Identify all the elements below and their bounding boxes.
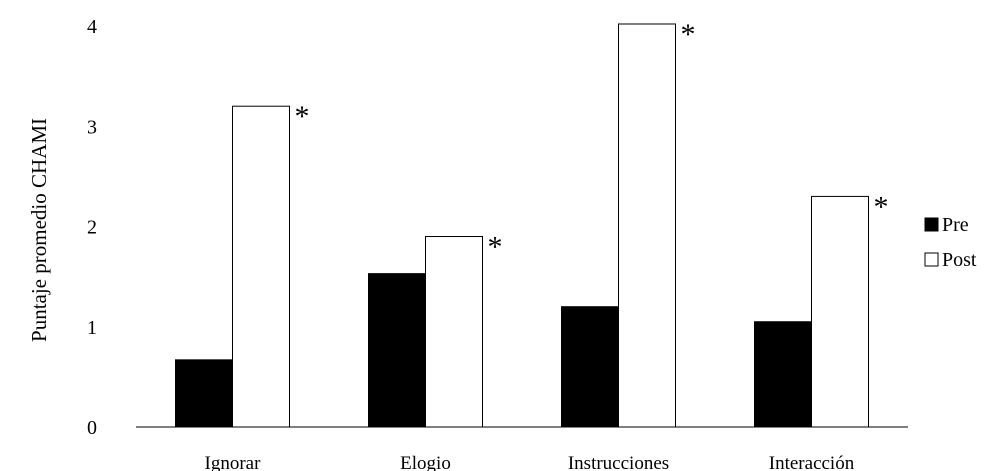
y-tick-label: 1 — [87, 317, 97, 339]
y-tick-label: 4 — [87, 16, 97, 38]
legend-swatch-pre — [924, 217, 939, 232]
y-tick-label: 0 — [87, 417, 97, 439]
significance-star: * — [874, 190, 889, 223]
legend-swatch-post — [924, 252, 939, 267]
legend-label-post: Post — [942, 249, 977, 271]
x-category-label: Elogio — [400, 453, 451, 471]
legend-label-pre: Pre — [942, 214, 969, 236]
bar-post — [232, 105, 290, 428]
y-axis-title: Puntaje promedio CHAMI — [27, 118, 51, 342]
bar-post — [618, 23, 676, 428]
significance-star: * — [488, 231, 503, 264]
significance-star: * — [681, 18, 696, 51]
bar-pre — [175, 359, 233, 428]
legend: Pre Post — [924, 214, 977, 271]
bar-pre — [561, 306, 619, 428]
x-category-label: Interacción — [769, 453, 855, 471]
bar-post — [425, 236, 483, 428]
y-tick-label: 2 — [87, 217, 97, 239]
x-axis-categories: Ignorar Elogio Instrucciones Interacción — [205, 453, 855, 471]
bars-group — [175, 23, 869, 428]
bar-pre — [368, 273, 426, 428]
x-category-label: Instrucciones — [568, 453, 669, 471]
y-tick-label: 3 — [87, 116, 97, 138]
bar-post — [811, 195, 869, 428]
y-axis-ticks: 0 1 2 3 4 — [87, 16, 97, 439]
significance-markers: * * * * — [295, 18, 889, 264]
bar-pre — [754, 321, 812, 428]
significance-star: * — [295, 100, 310, 133]
x-category-label: Ignorar — [205, 453, 262, 471]
